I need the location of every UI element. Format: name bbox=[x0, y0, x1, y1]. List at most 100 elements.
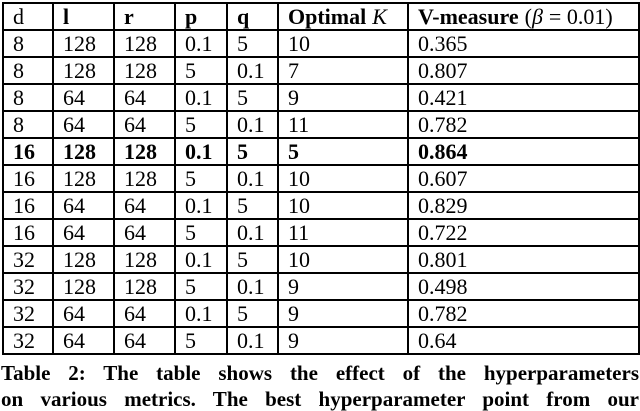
table-cell: 64 bbox=[52, 83, 115, 112]
table-cell: 64 bbox=[113, 218, 176, 247]
table-cell: 64 bbox=[52, 191, 115, 220]
caption-line-2: on various metrics. The best hyperparame… bbox=[1, 387, 639, 411]
table-cell: 0.1 bbox=[174, 245, 228, 274]
table-cell: 16 bbox=[2, 137, 54, 166]
table-row: 8 64 64 0.1 5 9 0.421 bbox=[2, 83, 640, 112]
table-cell: 5 bbox=[174, 56, 228, 85]
table-row: 8 64 64 5 0.1 11 0.782 bbox=[2, 110, 640, 139]
table-cell: 0.829 bbox=[407, 191, 640, 220]
table-cell: 10 bbox=[277, 191, 409, 220]
table-cell: 0.1 bbox=[174, 83, 228, 112]
table-cell: 32 bbox=[2, 299, 54, 328]
table-cell: 32 bbox=[2, 272, 54, 301]
table-cell: 64 bbox=[113, 191, 176, 220]
table-row: 32 128 128 5 0.1 9 0.498 bbox=[2, 272, 640, 301]
table-cell: 128 bbox=[113, 245, 176, 274]
table-cell: 64 bbox=[113, 83, 176, 112]
table-row: 32 64 64 0.1 5 9 0.782 bbox=[2, 299, 640, 328]
table-cell: 64 bbox=[52, 326, 115, 355]
table-cell: 32 bbox=[2, 245, 54, 274]
table-cell: 128 bbox=[113, 29, 176, 58]
table-cell: 5 bbox=[226, 29, 279, 58]
table-cell: 5 bbox=[226, 191, 279, 220]
table-cell: 5 bbox=[226, 137, 279, 166]
table-cell: 9 bbox=[277, 326, 409, 355]
table-cell: 10 bbox=[277, 29, 409, 58]
table-cell: 128 bbox=[113, 56, 176, 85]
table-cell: 64 bbox=[113, 110, 176, 139]
table-cell: 10 bbox=[277, 164, 409, 193]
table-cell: 64 bbox=[113, 326, 176, 355]
table-cell: 0.1 bbox=[226, 272, 279, 301]
table-cell: 0.1 bbox=[174, 137, 228, 166]
table-cell: 5 bbox=[174, 272, 228, 301]
table-cell: 0.1 bbox=[174, 29, 228, 58]
col-header-r: r bbox=[113, 2, 176, 31]
table-cell: 16 bbox=[2, 191, 54, 220]
table-cell: 9 bbox=[277, 272, 409, 301]
table-cell: 5 bbox=[226, 83, 279, 112]
table-cell: 128 bbox=[52, 137, 115, 166]
col-header-q: q bbox=[226, 2, 279, 31]
table-cell: 0.1 bbox=[174, 299, 228, 328]
table-caption: Table 2: The table shows the effect of t… bbox=[0, 360, 640, 411]
table-cell: 5 bbox=[174, 110, 228, 139]
table-cell: 8 bbox=[2, 110, 54, 139]
table-row: 32 64 64 5 0.1 9 0.64 bbox=[2, 326, 640, 355]
table-cell: 9 bbox=[277, 83, 409, 112]
table-cell: 0.801 bbox=[407, 245, 640, 274]
vmeasure-paren-open: ( bbox=[524, 4, 532, 29]
col-header-q-label: q bbox=[237, 4, 250, 29]
table-cell: 0.365 bbox=[407, 29, 640, 58]
table-row: 32 128 128 0.1 5 10 0.801 bbox=[2, 245, 640, 274]
table-cell: 0.1 bbox=[226, 56, 279, 85]
optimal-label: Optimal bbox=[288, 4, 367, 29]
table-cell: 5 bbox=[277, 137, 409, 166]
table-cell: 0.421 bbox=[407, 83, 640, 112]
table-cell: 128 bbox=[113, 137, 176, 166]
table-cell: 5 bbox=[174, 326, 228, 355]
col-header-vmeasure: V-measure (β = 0.01) bbox=[407, 2, 640, 31]
table-cell: 0.1 bbox=[226, 218, 279, 247]
table-cell: 0.782 bbox=[407, 110, 640, 139]
table-cell: 0.498 bbox=[407, 272, 640, 301]
table-cell: 0.1 bbox=[174, 191, 228, 220]
table-cell: 64 bbox=[52, 299, 115, 328]
col-header-d-label: d bbox=[13, 4, 24, 29]
table-cell: 11 bbox=[277, 110, 409, 139]
col-header-r-label: r bbox=[124, 4, 134, 29]
table-cell: 5 bbox=[174, 218, 228, 247]
table-row: 8 128 128 0.1 5 10 0.365 bbox=[2, 29, 640, 58]
col-header-p: p bbox=[174, 2, 228, 31]
table-cell: 64 bbox=[52, 110, 115, 139]
vmeasure-label: V-measure bbox=[418, 4, 519, 29]
table-header-row: d l r p q Optimal K V-measure (β = bbox=[2, 2, 640, 31]
table-cell: 0.1 bbox=[226, 164, 279, 193]
table-cell: 128 bbox=[52, 56, 115, 85]
table-cell: 0.722 bbox=[407, 218, 640, 247]
table-cell: 8 bbox=[2, 56, 54, 85]
table-cell: 0.1 bbox=[226, 326, 279, 355]
table-cell: 128 bbox=[113, 272, 176, 301]
table-cell: 64 bbox=[113, 299, 176, 328]
table-row: 16 128 128 0.1 5 5 0.864 bbox=[2, 137, 640, 166]
table-cell: 16 bbox=[2, 164, 54, 193]
vmeasure-value: = 0.01) bbox=[548, 4, 613, 29]
table-row: 16 128 128 5 0.1 10 0.607 bbox=[2, 164, 640, 193]
col-header-l-label: l bbox=[63, 4, 70, 29]
caption-line-1: Table 2: The table shows the effect of t… bbox=[1, 361, 639, 385]
table-cell: 11 bbox=[277, 218, 409, 247]
table-cell: 5 bbox=[226, 245, 279, 274]
table-cell: 7 bbox=[277, 56, 409, 85]
vmeasure-beta-symbol: β bbox=[531, 4, 543, 29]
table-cell: 128 bbox=[52, 29, 115, 58]
table-cell: 9 bbox=[277, 299, 409, 328]
table-cell: 10 bbox=[277, 245, 409, 274]
hyperparameter-table: d l r p q Optimal K V-measure (β = bbox=[2, 2, 640, 355]
table-body: 8 128 128 0.1 5 10 0.365 8 128 128 5 0.1 7 0.807 8 64 64… bbox=[2, 29, 640, 355]
col-header-l: l bbox=[52, 2, 115, 31]
table-cell: 8 bbox=[2, 83, 54, 112]
table-cell: 5 bbox=[226, 299, 279, 328]
table-cell: 0.782 bbox=[407, 299, 640, 328]
